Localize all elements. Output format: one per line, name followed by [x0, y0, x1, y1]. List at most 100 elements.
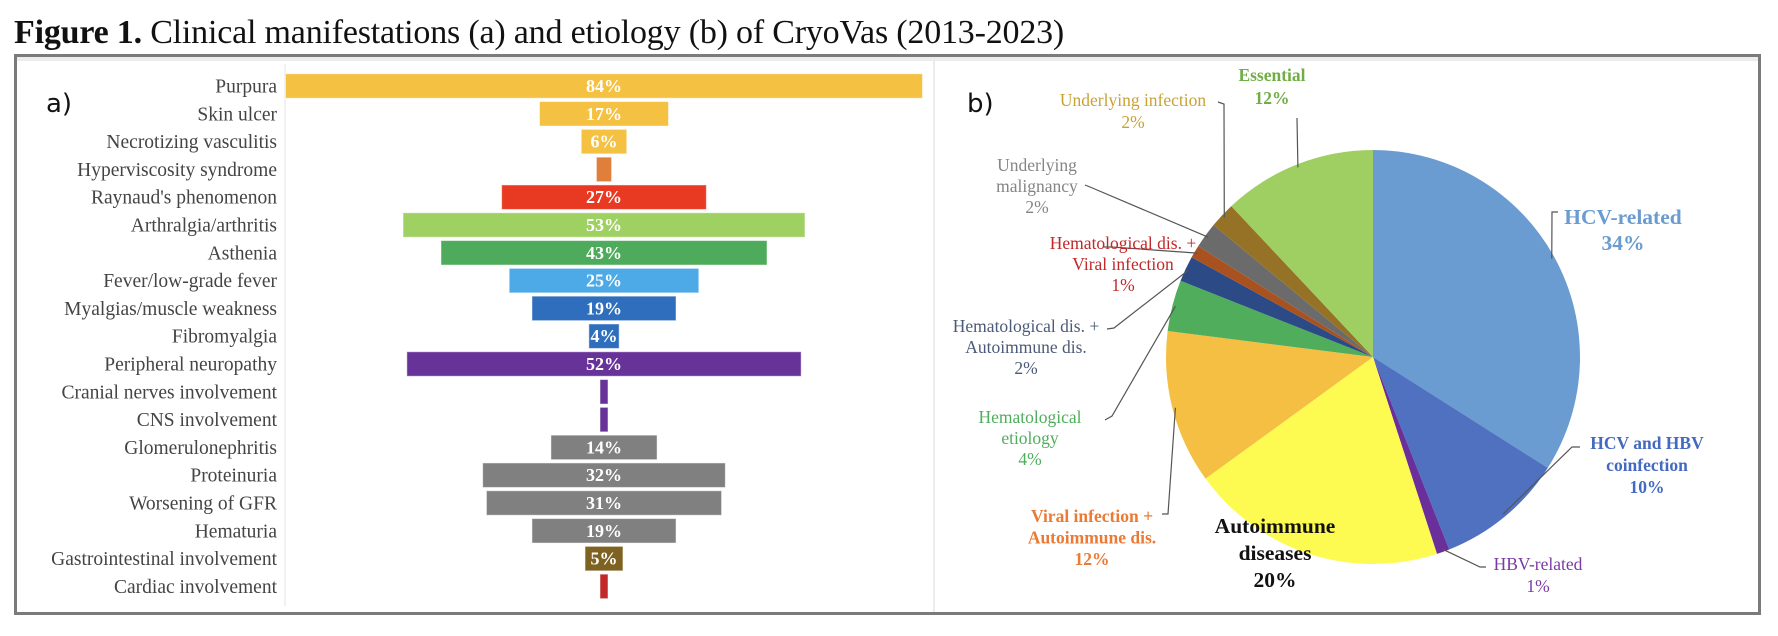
- pie-label-hematological-dis-line-1: Hematological dis. +: [1050, 233, 1197, 253]
- category-label-arthralgia-arthritis: Arthralgia/arthritis: [131, 216, 277, 237]
- pie-label-autoimmune-line-2: diseases: [1239, 541, 1312, 565]
- category-label-proteinuria: Proteinuria: [190, 466, 277, 487]
- pie-slice-essential: [1231, 150, 1373, 357]
- bar-glomerulonephritis: [550, 434, 658, 461]
- pie-slice-underlying-infection: [1213, 206, 1373, 357]
- pie-label-underlying-line-3: 2%: [1025, 197, 1048, 217]
- bar-asthenia: [440, 240, 768, 266]
- bar-worsening-of-gfr: [485, 490, 723, 516]
- bar-myalgias-muscle-weakness: [531, 295, 677, 322]
- pie-slice-hcv-related: [1373, 150, 1580, 468]
- category-label-fibromyalgia: Fibromyalgia: [172, 327, 277, 348]
- pie-label-hbv-related-line-2: 1%: [1526, 576, 1549, 596]
- data-label-worsening-of-gfr: 31%: [586, 493, 622, 513]
- figure-title: Figure 1. Clinical manifestations (a) an…: [14, 14, 1064, 52]
- data-label-necrotizing-vasculitis: 6%: [591, 132, 618, 152]
- bar-skin-ulcer: [539, 101, 669, 127]
- bar-raynaud-s-phenomenon: [501, 184, 707, 210]
- pie-label-hcv-and-hbv-line-2: coinfection: [1606, 455, 1688, 475]
- pie-label-hematological-dis-line-2: Viral infection: [1072, 254, 1174, 274]
- data-label-proteinuria: 32%: [586, 465, 622, 485]
- leader-line-hematological: [1104, 305, 1176, 421]
- pie-label-hematological-line-2: etiology: [1001, 428, 1059, 448]
- pie-label-hcv-related-line-2: 34%: [1602, 231, 1645, 255]
- category-label-cardiac-involvement: Cardiac involvement: [114, 577, 278, 598]
- pie-label-viral-infection-line-2: Autoimmune dis.: [1028, 528, 1156, 548]
- pie-label-underlying-line-1: Underlying: [997, 155, 1077, 175]
- pie-label-hematological-dis-line-1: Hematological dis. +: [953, 316, 1100, 336]
- bar-cranial-nerves-involvement: [599, 379, 609, 405]
- pie-label-viral-infection-line-3: 12%: [1075, 549, 1110, 569]
- leader-line-hematological-dis: [1106, 269, 1189, 330]
- bar-cardiac-involvement: [599, 573, 609, 600]
- leader-line-hcv-and-hbv: [1502, 446, 1580, 515]
- data-label-gastrointestinal-involvement: 5%: [591, 549, 618, 569]
- bar-cns-involvement: [599, 406, 609, 433]
- pie-label-hematological-dis-line-3: 1%: [1111, 275, 1134, 295]
- category-label-hematuria: Hematuria: [195, 521, 278, 542]
- data-label-peripheral-neuropathy: 52%: [586, 354, 622, 374]
- pie-slice-hbv-related: [1373, 357, 1450, 554]
- bar-proteinuria: [482, 462, 726, 488]
- pie-label-hematological-line-1: Hematological: [978, 407, 1081, 427]
- category-label-worsening-of-gfr: Worsening of GFR: [129, 494, 277, 515]
- pie-label-essential-line-1: Essential: [1238, 65, 1305, 85]
- category-label-cranial-nerves-involvement: Cranial nerves involvement: [61, 382, 277, 403]
- pie-slice-hcv-and-hbv: [1373, 357, 1548, 550]
- data-label-fibromyalgia: 4%: [591, 326, 618, 346]
- category-label-fever-low-grade-fever: Fever/low-grade fever: [103, 271, 277, 292]
- bar-hyperviscosity-syndrome: [595, 156, 613, 183]
- leader-line-viral-infection: [1162, 407, 1177, 515]
- category-label-peripheral-neuropathy: Peripheral neuropathy: [104, 355, 277, 376]
- leader-line-hbv-related: [1441, 548, 1486, 568]
- pie-label-viral-infection-line-1: Viral infection +: [1031, 506, 1153, 526]
- category-label-purpura: Purpura: [215, 77, 277, 98]
- pie-label-hcv-and-hbv-line-1: HCV and HBV: [1590, 433, 1704, 453]
- panel-divider: [933, 57, 935, 612]
- pie-slice-viral-infection: [1165, 331, 1373, 479]
- panel-b-tag: b): [967, 89, 994, 119]
- leader-line-underlying: [1084, 184, 1209, 238]
- panel-a-bar-chart: a) Purpura Skin ulcer Necrotizing vasculit…: [46, 64, 923, 606]
- data-label-raynaud-s-phenomenon: 27%: [586, 187, 622, 207]
- data-label-glomerulonephritis: 14%: [586, 437, 622, 457]
- category-label-gastrointestinal-involvement: Gastrointestinal involvement: [51, 549, 277, 570]
- category-label-myalgias-muscle-weakness: Myalgias/muscle weakness: [64, 299, 277, 320]
- leader-line-underlying-infection: [1217, 101, 1225, 218]
- bar-fever-low-grade-fever: [508, 267, 700, 294]
- pie-slice-hematological: [1167, 280, 1373, 357]
- leader-line-hcv-related: [1551, 211, 1558, 259]
- pie-label-autoimmune-line-3: 20%: [1254, 568, 1297, 592]
- data-label-myalgias-muscle-weakness: 19%: [586, 298, 622, 318]
- pie-label-hematological-dis-line-3: 2%: [1014, 358, 1037, 378]
- data-label-hematuria: 19%: [586, 521, 622, 541]
- pie-label-hematological-dis-line-2: Autoimmune dis.: [965, 337, 1087, 357]
- pie-label-autoimmune-line-1: Autoimmune: [1215, 514, 1336, 538]
- pie-slice-autoimmune: [1205, 357, 1437, 565]
- bar-purpura: [285, 73, 923, 99]
- bar-gastrointestinal-involvement: [584, 545, 624, 572]
- leader-line-essential: [1296, 117, 1299, 168]
- pie-label-essential-line-2: 12%: [1255, 88, 1290, 108]
- pie-label-hcv-related-line-1: HCV-related: [1564, 205, 1681, 229]
- data-label-skin-ulcer: 17%: [586, 104, 622, 124]
- data-label-asthenia: 43%: [586, 243, 622, 263]
- bar-arthralgia-arthritis: [402, 212, 806, 238]
- pie-slice-underlying: [1198, 225, 1373, 357]
- category-label-raynaud-s-phenomenon: Raynaud's phenomenon: [91, 188, 277, 209]
- bar-hematuria: [531, 518, 677, 544]
- category-label-skin-ulcer: Skin ulcer: [197, 104, 277, 125]
- panel-a-tag: a): [46, 89, 72, 119]
- category-label-hyperviscosity-syndrome: Hyperviscosity syndrome: [77, 160, 277, 181]
- pie-label-underlying-line-2: malignancy: [996, 176, 1078, 196]
- bar-necrotizing-vasculitis: [580, 128, 628, 155]
- pie-slice-hematological-dis: [1191, 246, 1373, 357]
- leader-line-hematological-dis: [1104, 246, 1198, 254]
- bar-peripheral-neuropathy: [406, 351, 802, 377]
- category-label-asthenia: Asthenia: [208, 243, 278, 264]
- data-label-arthralgia-arthritis: 53%: [586, 215, 622, 235]
- pie-label-hcv-and-hbv-line-3: 10%: [1630, 477, 1665, 497]
- pie-label-underlying-infection-line-2: 2%: [1121, 112, 1144, 132]
